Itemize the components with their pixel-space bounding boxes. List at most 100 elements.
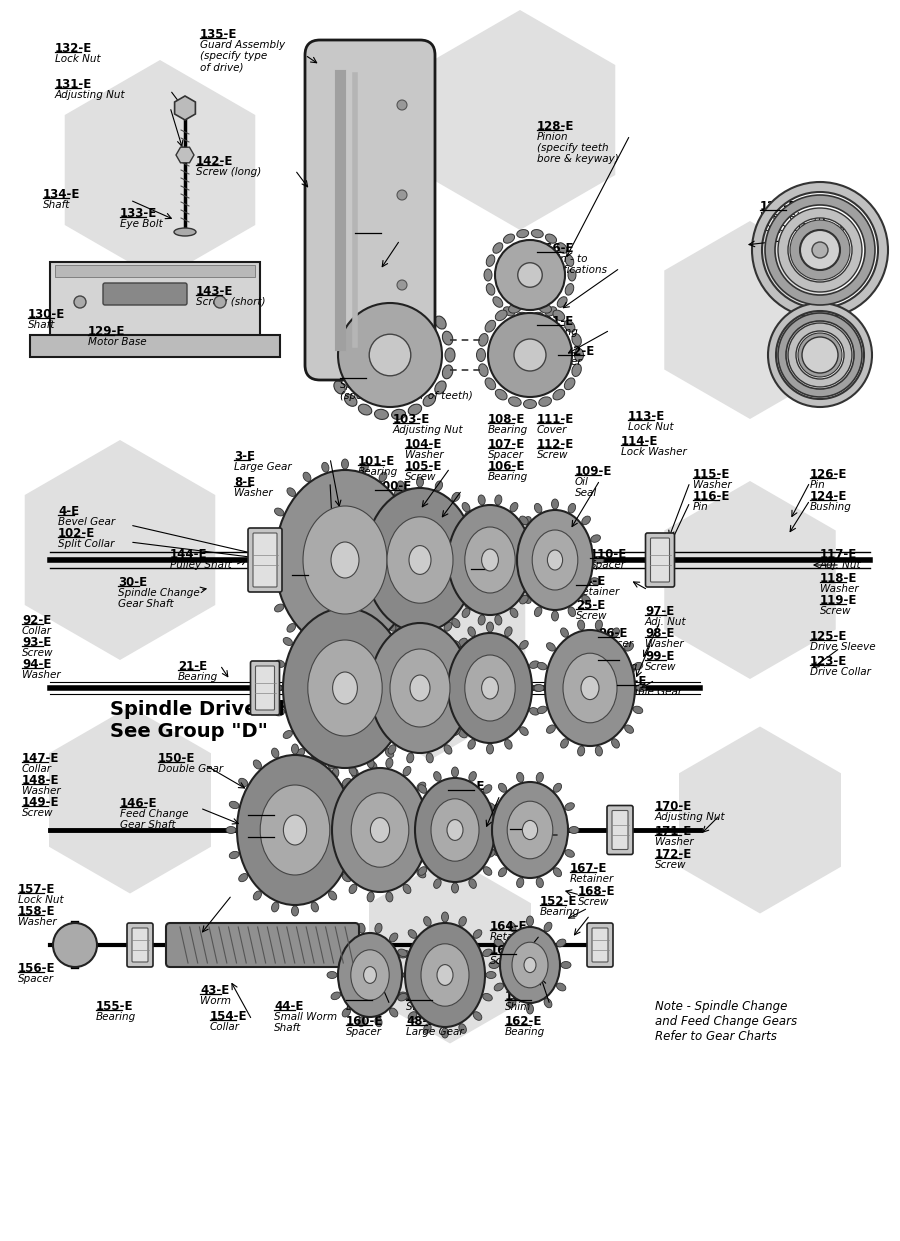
- Ellipse shape: [440, 577, 450, 585]
- Ellipse shape: [424, 917, 431, 926]
- Ellipse shape: [574, 349, 583, 361]
- Ellipse shape: [426, 803, 436, 810]
- Text: 143-E: 143-E: [196, 285, 233, 298]
- Circle shape: [802, 338, 838, 374]
- Ellipse shape: [552, 499, 559, 509]
- Ellipse shape: [332, 598, 339, 608]
- Ellipse shape: [331, 542, 359, 578]
- Ellipse shape: [492, 804, 502, 812]
- Ellipse shape: [338, 933, 402, 1018]
- Ellipse shape: [331, 992, 340, 1000]
- Ellipse shape: [545, 630, 635, 746]
- Ellipse shape: [473, 581, 483, 588]
- Ellipse shape: [468, 740, 475, 750]
- Text: Shim: Shim: [471, 571, 497, 581]
- Text: Collar: Collar: [210, 1021, 240, 1033]
- Text: 98-E: 98-E: [645, 627, 674, 640]
- Ellipse shape: [595, 746, 602, 756]
- Ellipse shape: [358, 1016, 365, 1026]
- Circle shape: [338, 303, 442, 407]
- Text: 9-E: 9-E: [292, 565, 313, 578]
- Ellipse shape: [434, 772, 441, 782]
- Ellipse shape: [363, 709, 373, 716]
- Ellipse shape: [595, 620, 602, 630]
- Text: 167-E: 167-E: [570, 862, 608, 875]
- Ellipse shape: [357, 581, 367, 588]
- Circle shape: [53, 923, 97, 967]
- Text: 130-E: 130-E: [28, 308, 65, 321]
- Ellipse shape: [351, 598, 358, 608]
- Ellipse shape: [292, 745, 299, 755]
- Text: (specify type: (specify type: [200, 51, 267, 61]
- Ellipse shape: [508, 304, 521, 313]
- Ellipse shape: [415, 778, 495, 882]
- Ellipse shape: [363, 660, 373, 668]
- Ellipse shape: [311, 748, 319, 758]
- Text: Screw: Screw: [22, 648, 53, 658]
- Text: Shaft: Shaft: [28, 320, 56, 330]
- Ellipse shape: [478, 616, 485, 625]
- Text: Gear: Gear: [375, 491, 400, 501]
- Ellipse shape: [437, 556, 447, 563]
- Ellipse shape: [351, 949, 389, 1000]
- Ellipse shape: [544, 999, 552, 1008]
- Text: 149-E: 149-E: [22, 795, 59, 809]
- Ellipse shape: [417, 633, 424, 643]
- Text: Shim: Shim: [505, 1001, 531, 1011]
- Ellipse shape: [464, 527, 515, 593]
- Polygon shape: [65, 60, 256, 280]
- Circle shape: [518, 263, 542, 287]
- Text: E: E: [706, 751, 814, 889]
- Ellipse shape: [493, 243, 503, 253]
- Text: 135-E: 135-E: [200, 29, 238, 41]
- Ellipse shape: [373, 638, 382, 647]
- Ellipse shape: [568, 504, 576, 513]
- Text: 153-E: 153-E: [448, 781, 485, 793]
- Text: Washer: Washer: [693, 480, 732, 490]
- Text: Washer: Washer: [18, 917, 57, 927]
- Text: 165-E: 165-E: [490, 944, 527, 957]
- Ellipse shape: [434, 879, 441, 889]
- Ellipse shape: [442, 912, 448, 922]
- Ellipse shape: [581, 676, 599, 700]
- Ellipse shape: [334, 381, 346, 393]
- Ellipse shape: [557, 243, 567, 253]
- Text: Spacer: Spacer: [346, 1026, 382, 1037]
- Ellipse shape: [328, 331, 338, 345]
- Ellipse shape: [237, 755, 353, 905]
- Ellipse shape: [524, 302, 536, 310]
- Ellipse shape: [469, 879, 476, 889]
- Ellipse shape: [565, 803, 574, 810]
- Ellipse shape: [524, 400, 536, 408]
- Ellipse shape: [334, 316, 346, 329]
- Ellipse shape: [556, 939, 566, 947]
- Text: Bearing: Bearing: [96, 1011, 136, 1021]
- Ellipse shape: [238, 874, 248, 881]
- Ellipse shape: [272, 902, 279, 912]
- Text: 133-E: 133-E: [120, 207, 158, 220]
- Ellipse shape: [351, 802, 361, 809]
- Text: 142-E: 142-E: [196, 155, 233, 168]
- Ellipse shape: [406, 508, 416, 516]
- Ellipse shape: [443, 331, 453, 345]
- Ellipse shape: [392, 290, 406, 300]
- Text: Oil: Oil: [575, 477, 589, 486]
- Ellipse shape: [274, 604, 284, 612]
- Ellipse shape: [479, 334, 488, 346]
- Ellipse shape: [388, 745, 396, 755]
- Text: 118-E: 118-E: [820, 572, 858, 585]
- Ellipse shape: [526, 916, 534, 926]
- Ellipse shape: [313, 606, 320, 614]
- Text: 166-E: 166-E: [537, 242, 574, 254]
- Ellipse shape: [366, 510, 375, 519]
- Ellipse shape: [522, 820, 537, 840]
- Ellipse shape: [590, 535, 600, 542]
- Ellipse shape: [418, 866, 427, 875]
- Circle shape: [74, 297, 86, 308]
- Text: Bearing: Bearing: [248, 817, 288, 827]
- Ellipse shape: [409, 295, 421, 305]
- Ellipse shape: [486, 803, 495, 810]
- Text: Bearing: Bearing: [358, 467, 398, 477]
- Ellipse shape: [324, 803, 334, 810]
- Text: 58-E: 58-E: [617, 675, 646, 688]
